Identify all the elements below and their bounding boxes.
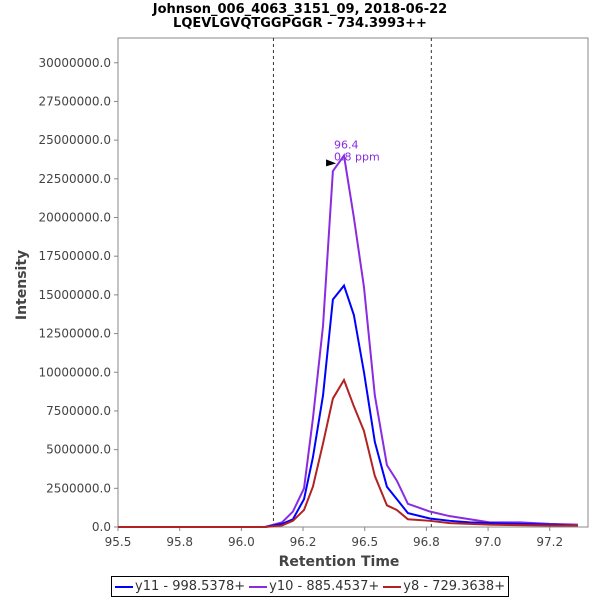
- y-tick-label: 27500000.0: [38, 94, 111, 108]
- legend-swatch: [249, 585, 268, 588]
- x-tick-label: 96.0: [228, 535, 255, 549]
- x-tick-label: 97.0: [475, 535, 502, 549]
- y-tick-label: 12500000.0: [38, 327, 111, 341]
- peak-annotation: 0.8 ppm: [334, 150, 380, 163]
- x-tick-label: 96.8: [413, 535, 440, 549]
- peak-annotation: 96.4: [334, 138, 359, 151]
- legend-label: y10 - 885.4537+: [269, 579, 380, 594]
- y-tick-label: 22500000.0: [38, 172, 111, 186]
- peak-marker-icon: [326, 159, 337, 167]
- x-tick-label: 95.8: [166, 535, 193, 549]
- y-tick-label: 10000000.0: [38, 365, 111, 379]
- y-tick-label: 17500000.0: [38, 249, 111, 263]
- chart-title-line2: LQEVLGVQTGGPGGR - 734.3993++: [173, 16, 427, 31]
- chart-title-line1: Johnson_006_4063_3151_09, 2018-06-22: [152, 2, 447, 17]
- y-tick-label: 2500000.0: [46, 481, 111, 495]
- y-tick-label: 15000000.0: [38, 288, 111, 302]
- legend-label: y8 - 729.3638+: [403, 579, 506, 594]
- y-axis-label: Intensity: [14, 250, 30, 320]
- y-tick-label: 20000000.0: [38, 211, 111, 225]
- legend-label: y11 - 998.5378+: [135, 579, 246, 594]
- legend-swatch: [383, 585, 402, 588]
- y-tick-label: 0.0: [92, 520, 111, 534]
- x-tick-label: 96.2: [290, 535, 317, 549]
- series-line-y8: [118, 377, 578, 528]
- legend-item: y10 - 885.4537+: [249, 579, 379, 594]
- series-line-y10: [118, 153, 578, 528]
- y-tick-label: 30000000.0: [38, 56, 111, 70]
- x-tick-label: 97.2: [536, 535, 563, 549]
- y-tick-label: 7500000.0: [46, 404, 111, 418]
- legend-item: y11 - 998.5378+: [115, 579, 245, 594]
- legend-item: y8 - 729.3638+: [383, 579, 505, 594]
- y-tick-label: 25000000.0: [38, 133, 111, 147]
- series-line-y11: [118, 283, 578, 528]
- x-axis-label: Retention Time: [279, 554, 400, 570]
- plot-area: [117, 37, 589, 528]
- x-tick-label: 96.5: [351, 535, 378, 549]
- y-tick-label: 5000000.0: [46, 443, 111, 457]
- x-tick-label: 95.5: [105, 535, 132, 549]
- legend: y11 - 998.5378+ y10 - 885.4537+ y8 - 729.3…: [111, 576, 510, 597]
- legend-swatch: [115, 585, 133, 588]
